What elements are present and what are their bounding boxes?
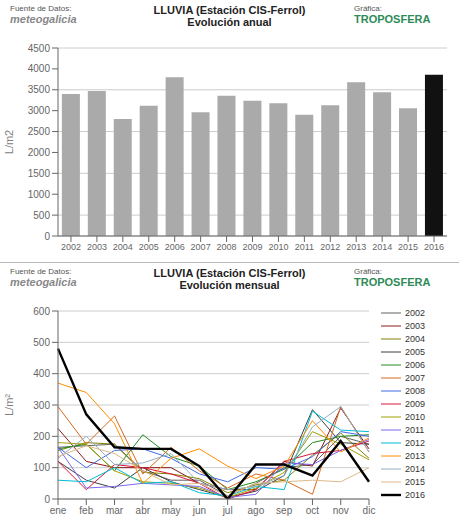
svg-text:4000: 4000 <box>28 63 51 74</box>
svg-text:oct: oct <box>306 505 320 516</box>
html-text:2005: 2005 <box>405 347 425 357</box>
html-text:Fuente de Datos:: Fuente de Datos: <box>10 4 72 13</box>
svg-text:1000: 1000 <box>28 189 51 200</box>
html-text:2004: 2004 <box>405 334 425 344</box>
svg-text:2012: 2012 <box>320 242 340 252</box>
svg-text:200: 200 <box>33 431 50 442</box>
svg-text:mar: mar <box>106 505 124 516</box>
svg-text:sep: sep <box>276 505 293 516</box>
svg-text:ago: ago <box>248 505 265 516</box>
svg-text:2014: 2014 <box>372 242 392 252</box>
svg-text:2002: 2002 <box>61 242 81 252</box>
html-text:TROPOSFERA: TROPOSFERA <box>354 276 431 288</box>
html-text:2014: 2014 <box>405 464 425 474</box>
html-text:TROPOSFERA: TROPOSFERA <box>354 13 431 25</box>
html-text:2012: 2012 <box>405 438 425 448</box>
svg-text:2005: 2005 <box>139 242 159 252</box>
svg-text:2500: 2500 <box>28 126 51 137</box>
svg-text:2015: 2015 <box>398 242 418 252</box>
html-text:2008: 2008 <box>405 386 425 396</box>
svg-text:2003: 2003 <box>87 242 107 252</box>
html-text:Gráfica:: Gráfica: <box>354 4 382 13</box>
html-text:2011: 2011 <box>405 425 425 435</box>
svg-text:2004: 2004 <box>113 242 133 252</box>
html-text:2003: 2003 <box>405 321 425 331</box>
svg-text:2011: 2011 <box>295 242 314 252</box>
svg-text:0: 0 <box>44 231 50 242</box>
svg-text:L/m2: L/m2 <box>8 130 15 154</box>
svg-text:nov: nov <box>333 505 349 516</box>
svg-text:ene: ene <box>50 505 67 516</box>
html-text:2006: 2006 <box>405 360 425 370</box>
html-text:2007: 2007 <box>405 373 425 383</box>
html-text:Gráfica:: Gráfica: <box>354 267 382 276</box>
html-text:Evolución anual: Evolución anual <box>187 16 272 28</box>
svg-text:2009: 2009 <box>242 242 262 252</box>
svg-text:600: 600 <box>33 306 50 317</box>
svg-text:2000: 2000 <box>28 147 51 158</box>
html-text:Fuente de Datos:: Fuente de Datos: <box>10 267 72 276</box>
svg-text:0: 0 <box>44 494 50 505</box>
html-text:2015: 2015 <box>405 477 425 487</box>
svg-text:abr: abr <box>136 505 151 516</box>
svg-text:1500: 1500 <box>28 168 51 179</box>
svg-text:3500: 3500 <box>28 84 51 95</box>
html-text:2002: 2002 <box>405 308 425 318</box>
html-text:LLUVIA (Estación CIS-Ferrol): LLUVIA (Estación CIS-Ferrol) <box>153 267 306 279</box>
html-text:meteogalicia: meteogalicia <box>10 276 77 288</box>
html-text:2016: 2016 <box>405 490 425 500</box>
svg-text:100: 100 <box>33 462 50 473</box>
html-text:2009: 2009 <box>405 399 425 409</box>
svg-text:3000: 3000 <box>28 105 51 116</box>
svg-text:L/m²: L/m² <box>8 394 15 416</box>
svg-text:400: 400 <box>33 368 50 379</box>
svg-text:dic: dic <box>363 505 376 516</box>
svg-text:may: may <box>162 505 181 516</box>
svg-text:2006: 2006 <box>165 242 185 252</box>
svg-text:2013: 2013 <box>346 242 366 252</box>
svg-text:jun: jun <box>192 505 206 516</box>
svg-text:2008: 2008 <box>217 242 237 252</box>
html-text:LLUVIA (Estación CIS-Ferrol): LLUVIA (Estación CIS-Ferrol) <box>153 4 306 16</box>
svg-text:2010: 2010 <box>268 242 288 252</box>
svg-text:feb: feb <box>79 505 93 516</box>
html-text:2010: 2010 <box>405 412 425 422</box>
svg-text:500: 500 <box>33 337 50 348</box>
html-text:2013: 2013 <box>405 451 425 461</box>
svg-text:2007: 2007 <box>191 242 211 252</box>
svg-text:500: 500 <box>33 210 50 221</box>
html-text:meteogalicia: meteogalicia <box>10 13 77 25</box>
html-text:Evolución mensual: Evolución mensual <box>179 279 280 291</box>
svg-text:4500: 4500 <box>28 43 51 54</box>
svg-text:300: 300 <box>33 400 50 411</box>
svg-text:2016: 2016 <box>424 242 444 252</box>
svg-text:jul: jul <box>222 505 233 516</box>
